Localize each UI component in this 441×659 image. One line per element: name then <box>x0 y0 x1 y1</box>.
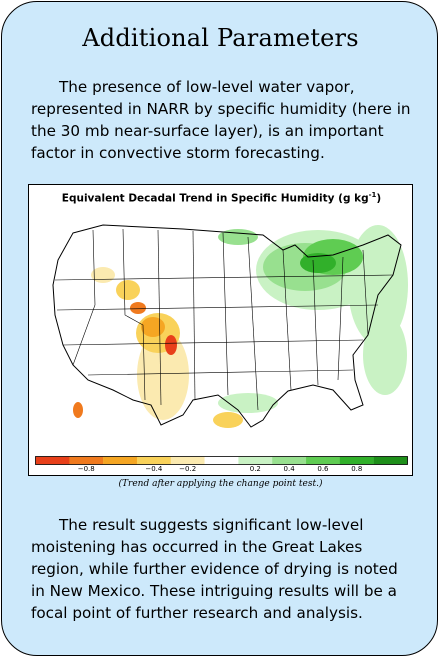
colorbar-tick-label: −0.8 <box>77 465 95 473</box>
us-trend-map <box>52 224 408 428</box>
colorbar-tick-label: 0.6 <box>317 465 329 473</box>
colorbar-cell <box>272 456 307 465</box>
colorbar-tick-label: −0.2 <box>179 465 197 473</box>
colorbar-tick-label: 0.2 <box>249 465 261 473</box>
figure-title-end: ) <box>376 192 382 205</box>
figure-title: Equivalent Decadal Trend in Specific Hum… <box>29 191 414 205</box>
figure-title-superscript: -1 <box>368 191 377 199</box>
colorbar-cell <box>69 456 104 465</box>
colorbar-cell <box>373 456 408 465</box>
colorbar-cell <box>339 456 374 465</box>
drying-region <box>73 267 243 428</box>
us-outline <box>52 224 402 428</box>
colorbar-cell <box>204 456 239 465</box>
intro-paragraph-text: The presence of low-level water vapor, r… <box>31 78 411 162</box>
result-paragraph-text: The result suggests significant low-leve… <box>31 516 398 622</box>
page-title: Additional Parameters <box>82 24 359 52</box>
intro-paragraph: The presence of low-level water vapor, r… <box>31 76 413 164</box>
colorbar-cell <box>103 456 138 465</box>
figure-caption: (Trend after applying the change point t… <box>118 479 323 489</box>
colorbar-tick-label: 0.4 <box>283 465 295 473</box>
colorbar-tick-label: −0.4 <box>145 465 163 473</box>
colorbar-cell <box>238 456 273 465</box>
figure-title-text: Equivalent Decadal Trend in Specific Hum… <box>61 192 369 205</box>
result-paragraph: The result suggests significant low-leve… <box>31 514 413 624</box>
colorbar-cell <box>136 456 171 465</box>
humidity-trend-figure: Equivalent Decadal Trend in Specific Hum… <box>28 184 413 476</box>
colorbar-tick-label: 0.8 <box>351 465 363 473</box>
colorbar-cell <box>306 456 341 465</box>
colorbar-cell <box>170 456 205 465</box>
colorbar <box>35 456 408 465</box>
state-borders <box>54 228 394 411</box>
colorbar-cell <box>35 456 70 465</box>
